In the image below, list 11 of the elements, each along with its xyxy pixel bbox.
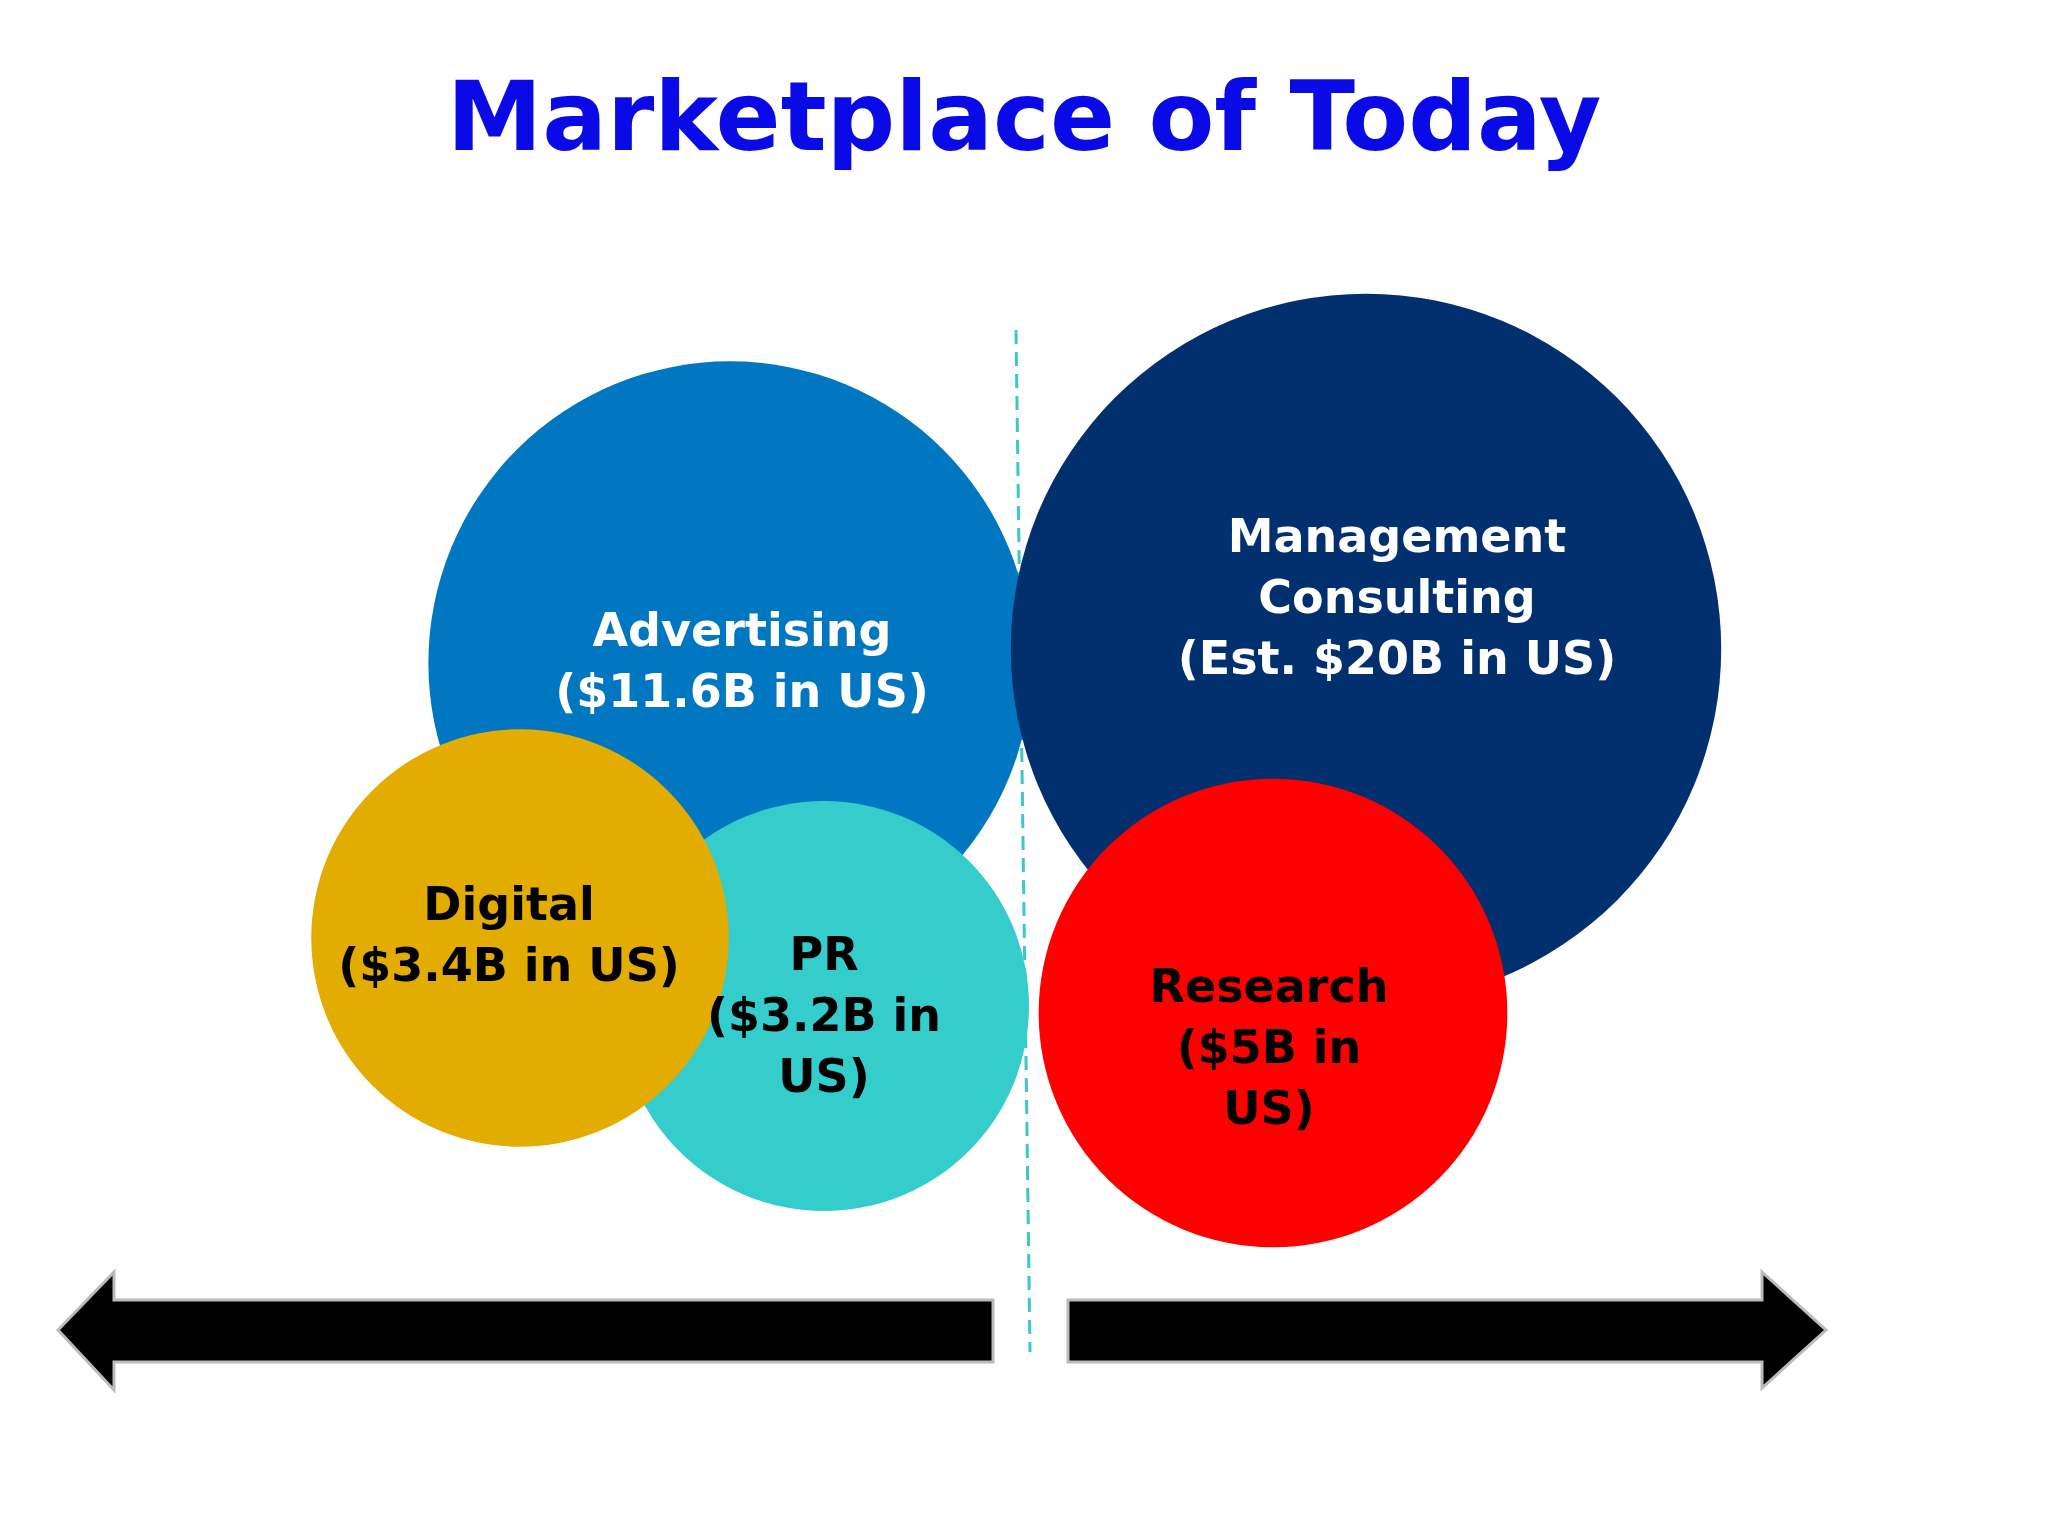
data-label: ($3.2B in US): [706, 988, 942, 1103]
category-label: Research: [1149, 959, 1389, 1013]
data-label: ($3.4B in US): [338, 937, 680, 992]
category-label: PR: [789, 927, 859, 981]
text: Marketplace of Today: [446, 61, 1602, 173]
category-label: Digital: [423, 876, 595, 931]
category-label: Management Consulting: [1227, 509, 1567, 624]
data-label: ($5B in US): [1176, 1020, 1362, 1135]
data-label: ($11.6B in US): [555, 663, 929, 718]
data-label: (Est. $20B in US): [1177, 631, 1617, 685]
category-label: Advertising: [592, 602, 892, 657]
